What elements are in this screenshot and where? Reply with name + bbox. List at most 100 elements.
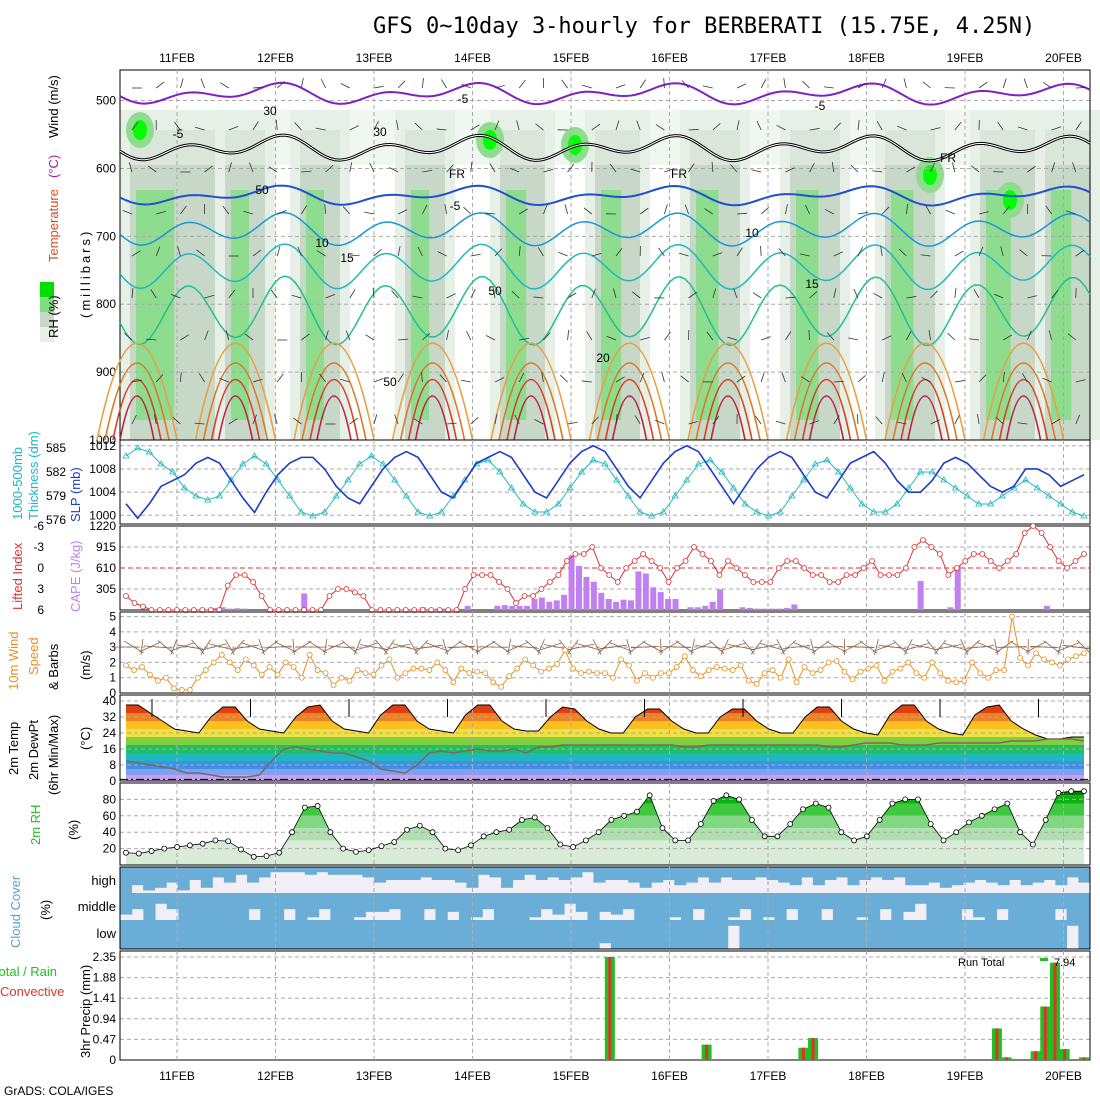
rh-line-point	[238, 846, 244, 853]
cloud-cell-low	[739, 920, 752, 949]
cloud-cell-low	[809, 920, 822, 949]
wind-barb	[1000, 246, 1004, 257]
contour-label: 10	[315, 236, 329, 250]
wind-barb	[270, 289, 278, 299]
rh-band-green	[986, 190, 1011, 420]
warm-contour	[801, 378, 852, 441]
credit: GrADS: COLA/IGES	[4, 1084, 113, 1098]
wind-barb	[397, 373, 404, 383]
rh-line-point	[1004, 800, 1011, 807]
rh-fill-group	[126, 791, 1084, 865]
cape-li-panel: -6 -3 0 3 6 1220 915 610 305	[33, 519, 1091, 617]
li-line-point	[1064, 565, 1070, 571]
wind-barb	[437, 251, 447, 257]
contour-label: FR	[449, 167, 465, 181]
warm-contour	[407, 378, 458, 441]
cloud-cell-low	[891, 920, 904, 949]
rh-line-point	[1042, 817, 1049, 823]
wind-barb	[663, 77, 665, 89]
wind-speed-line-point	[681, 653, 688, 660]
li-line-point	[580, 551, 587, 557]
warm-contour	[785, 342, 868, 441]
wind-barb	[228, 418, 238, 425]
cloud-cell-low	[353, 920, 366, 949]
wind-barb	[543, 332, 551, 341]
wind-barb	[412, 295, 423, 299]
contour-label: 50	[255, 183, 269, 197]
surface-wind-barb	[727, 644, 755, 650]
cloud-cell-low	[447, 920, 460, 949]
wind-barb	[706, 331, 714, 341]
wind-barb	[678, 252, 689, 257]
cape-bar	[442, 608, 449, 610]
thickness-line-point	[729, 484, 738, 491]
surface-wind-barb	[567, 639, 579, 655]
surface-wind-barb	[384, 643, 411, 651]
wind-speed-line-point	[378, 662, 385, 669]
surface-wind-barb	[998, 646, 1027, 648]
wind-barb	[252, 414, 257, 425]
li-line-point	[606, 572, 613, 578]
wind-barb	[156, 210, 166, 215]
thickness-line-point	[940, 476, 948, 483]
top-date-label: 17FEB	[750, 51, 787, 65]
bottom-date-label: 15FEB	[553, 1069, 590, 1083]
wind-speed-line-point	[123, 662, 129, 669]
wind-speed-line-point	[602, 670, 608, 677]
wind-speed-line-point	[386, 656, 393, 663]
temp-tick: 0	[109, 774, 116, 788]
cloud-cell-high	[986, 867, 999, 883]
wind-barb	[730, 164, 738, 173]
wind-barb	[364, 211, 375, 215]
bottom-date-label: 11FEB	[159, 1069, 195, 1083]
cape-bar	[583, 576, 590, 610]
cloud-cell-high	[524, 867, 537, 875]
wind-barb	[1051, 418, 1061, 425]
li-line-point	[513, 600, 519, 606]
li-line-point	[657, 565, 664, 571]
wind-barb	[460, 379, 471, 383]
cloud-cell-high	[362, 867, 375, 878]
wind-speed-line-point	[977, 670, 984, 677]
wind-barb	[564, 204, 568, 215]
bottom-date-label: 12FEB	[257, 1069, 294, 1083]
wind-barb	[978, 246, 984, 257]
bottom-date-label: 17FEB	[750, 1069, 787, 1083]
thickness-line-point	[496, 468, 504, 475]
rh-line-point	[659, 825, 666, 831]
rh-line-point	[800, 806, 806, 813]
cloud-cell-high	[408, 867, 421, 880]
thickness-line-point	[811, 460, 819, 467]
wind-barb	[276, 246, 281, 257]
contour-minus5	[119, 184, 1091, 207]
cloud-cell-middle	[271, 893, 285, 920]
wind-barb	[1072, 162, 1077, 173]
warm-contour	[695, 362, 761, 441]
wind-barb	[397, 246, 401, 257]
cloud-cell-high	[916, 867, 929, 886]
cloud-cell-high	[905, 867, 918, 886]
surface-wind-barb	[230, 639, 245, 655]
temperature-panel: 40 32 24 16 8 0	[103, 694, 1091, 788]
wind-barb	[172, 417, 181, 425]
li-line-point	[589, 544, 596, 550]
thickness-line-point	[1068, 508, 1077, 515]
wind-barb	[1067, 333, 1077, 341]
li-line-point	[953, 565, 960, 571]
rh-legend-swatch	[40, 297, 54, 312]
contour-label: 15	[805, 277, 819, 291]
wind-barb	[756, 120, 762, 131]
cloud-cell-middle	[470, 893, 483, 918]
wind-speed-line-point	[865, 665, 872, 672]
rh-band-green	[136, 190, 175, 420]
wind-speed-line-point	[626, 662, 632, 669]
wind-barb	[615, 247, 623, 257]
rh-line-point	[723, 792, 730, 799]
thickness-line-point	[309, 512, 317, 519]
thickness-line-point	[554, 500, 562, 507]
wind-speed-line-point	[250, 662, 257, 669]
thickness-line-point	[250, 452, 259, 459]
wind-barb	[736, 212, 748, 215]
cloud-cell-high	[893, 867, 906, 878]
cloud-cell-middle	[1043, 893, 1056, 920]
